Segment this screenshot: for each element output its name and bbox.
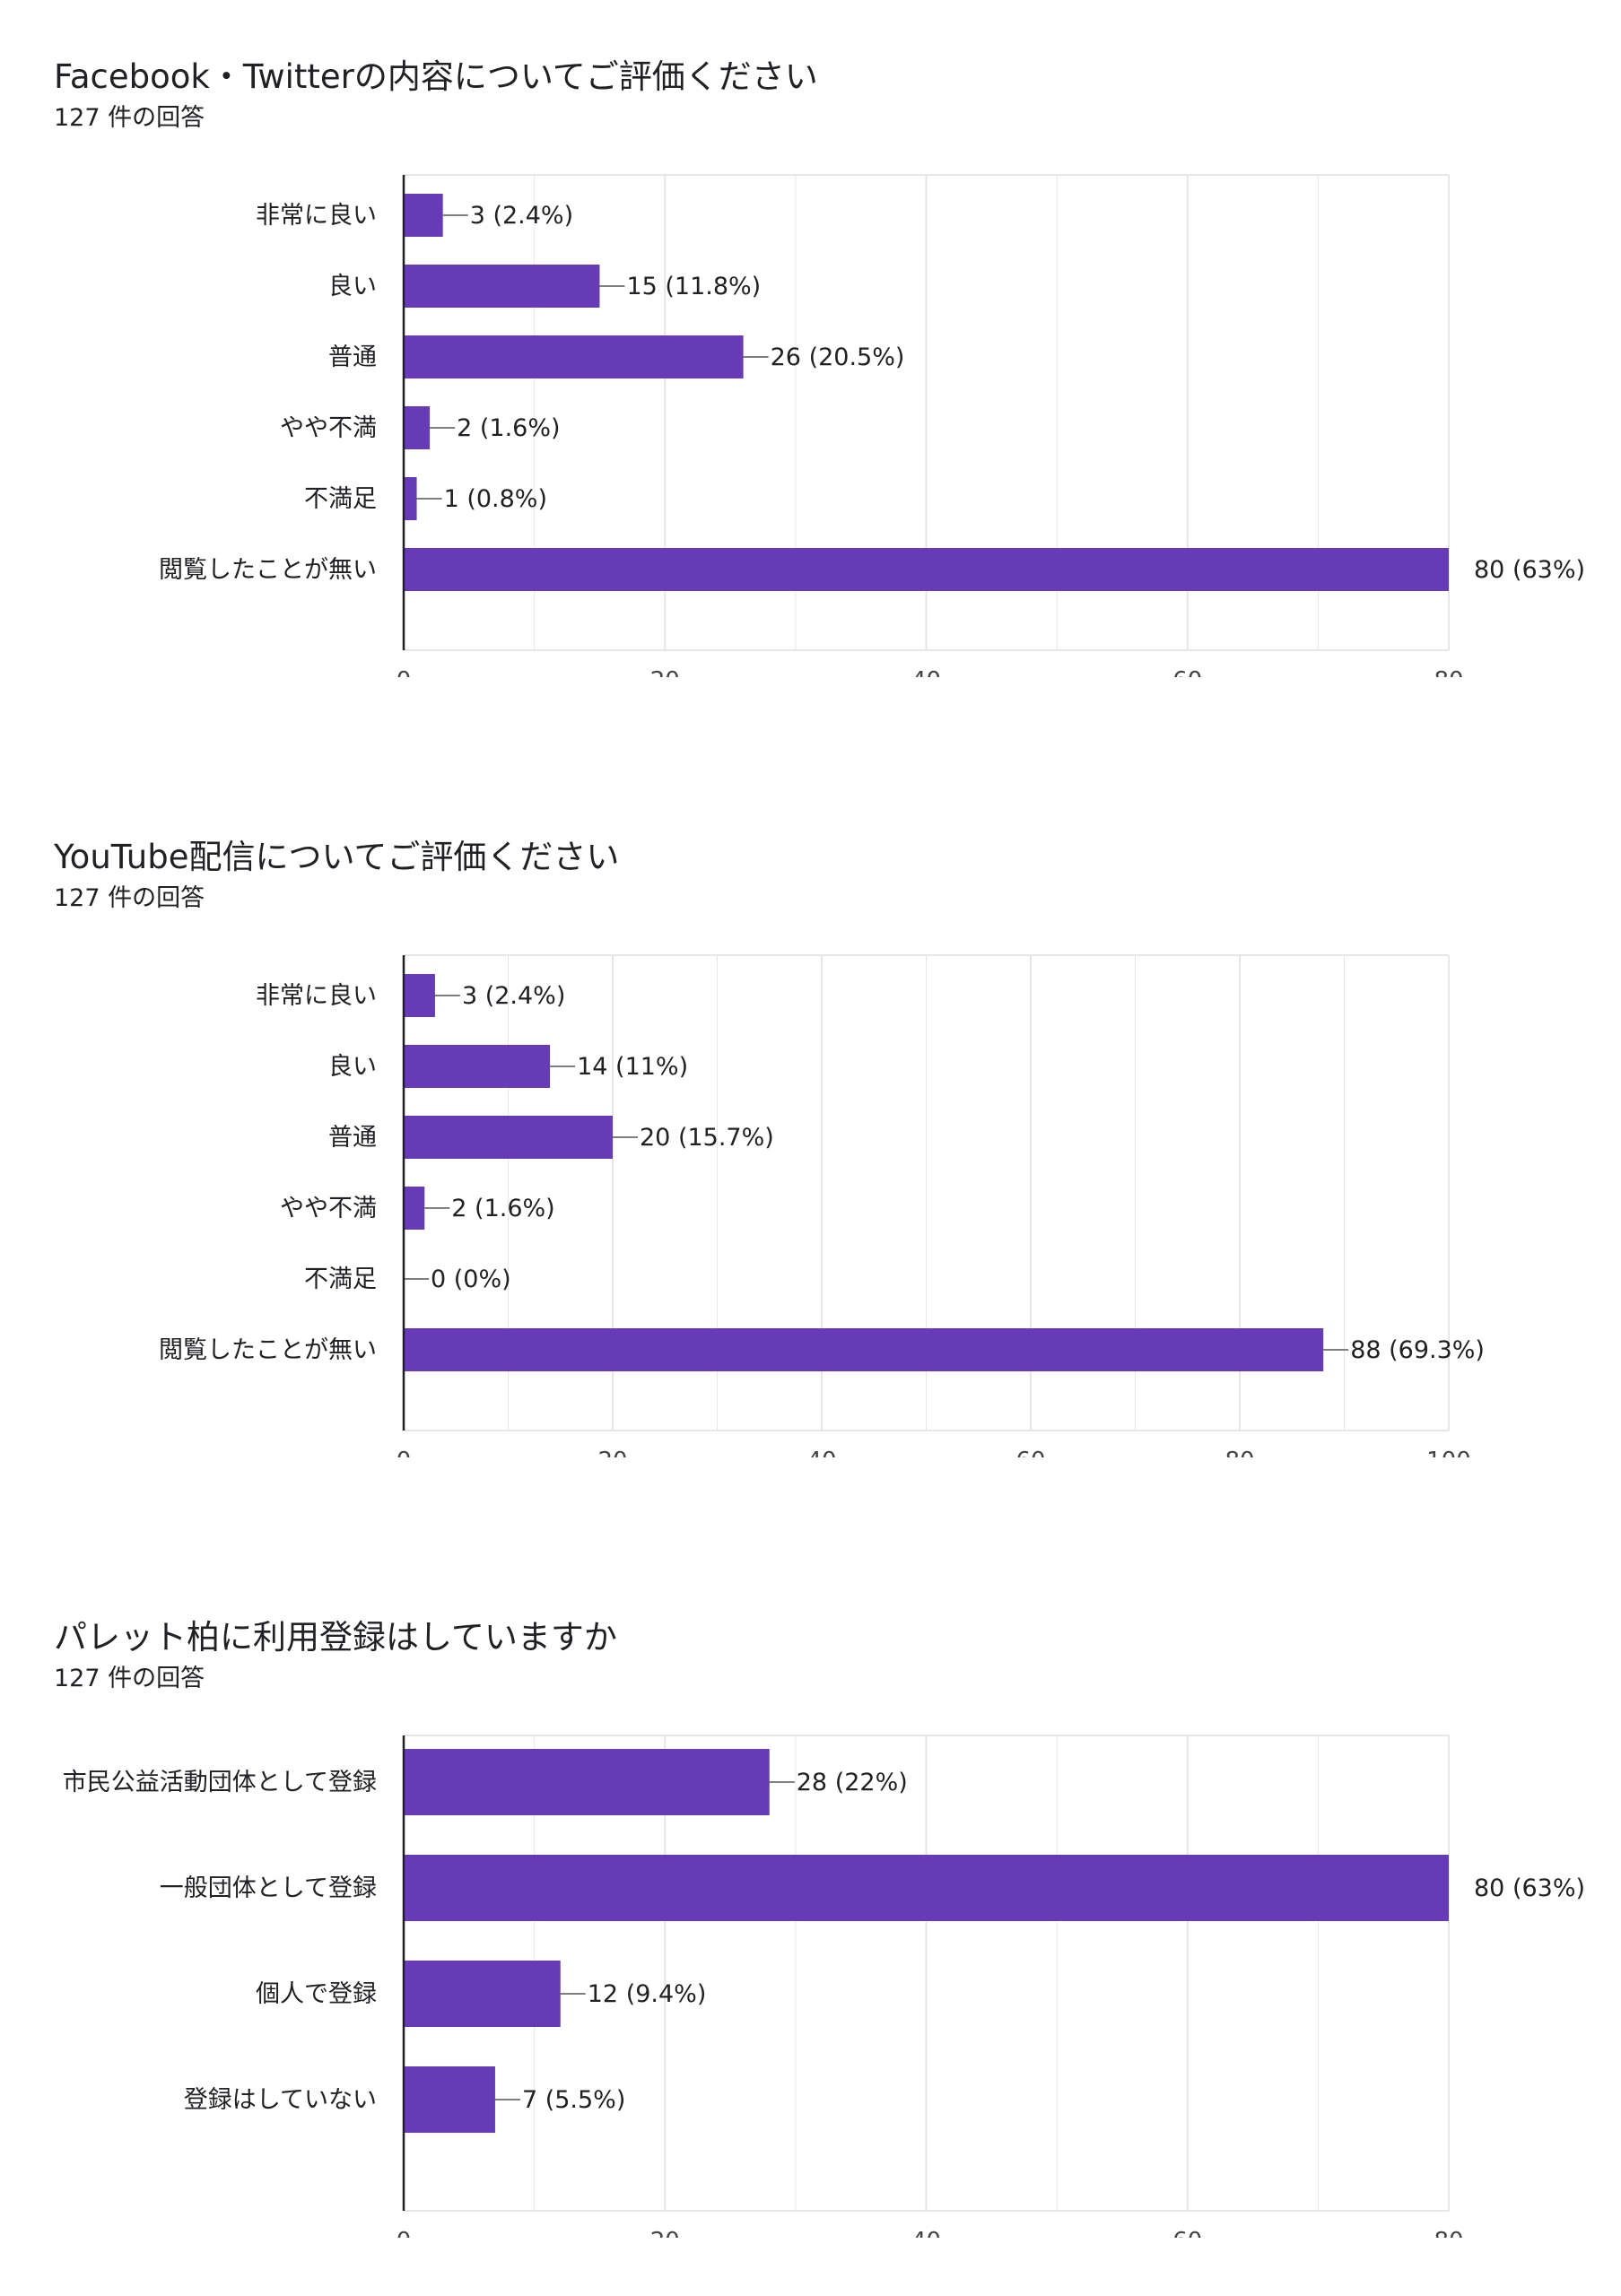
data-label: 3 (2.4%) — [470, 202, 573, 230]
data-label: 20 (15.7%) — [640, 1124, 774, 1152]
bar — [404, 1045, 551, 1088]
category-label: 登録はしていない — [184, 2086, 377, 2114]
bar — [404, 335, 744, 378]
data-label: 12 (9.4%) — [588, 1980, 707, 2008]
category-label: 閲覧したことが無い — [159, 556, 377, 584]
data-label: 2 (1.6%) — [457, 414, 560, 442]
data-label: 0 (0%) — [431, 1265, 511, 1293]
bar-chart-youtube: 非常に良い 3 (2.4%) 良い 14 (11%) 普通 20 (15.7%) やや不満 2… — [159, 954, 1485, 1457]
data-label: 1 (0.8%) — [444, 485, 547, 513]
data-label: 15 (11.8%) — [626, 273, 761, 300]
x-tick-label: 100 — [1426, 1448, 1471, 1457]
bar — [404, 1855, 1449, 1921]
category-label: 良い — [328, 1053, 377, 1081]
category-label: 閲覧したことが無い — [159, 1336, 377, 1364]
bar — [404, 548, 1449, 591]
data-label: 88 (69.3%) — [1350, 1336, 1485, 1364]
x-tick-label: 40 — [911, 667, 941, 677]
bar — [404, 265, 600, 308]
bar-chart-facebook-twitter: 非常に良い 3 (2.4%) 良い 15 (11.8%) 普通 26 (20.5%) やや不… — [159, 174, 1585, 677]
response-count: 127 件の回答 — [54, 884, 205, 912]
bar — [404, 1187, 425, 1230]
x-tick-label: 0 — [397, 667, 412, 677]
x-tick-label: 60 — [1172, 2228, 1202, 2238]
bar — [404, 2066, 495, 2133]
category-label: 個人で登録 — [256, 1980, 377, 2008]
x-tick-label: 60 — [1172, 667, 1202, 677]
x-tick-label: 20 — [650, 667, 680, 677]
category-label: やや不満 — [280, 1195, 377, 1222]
category-label: 普通 — [328, 344, 377, 371]
bar — [404, 406, 431, 449]
x-tick-label: 20 — [597, 1448, 627, 1457]
data-label: 26 (20.5%) — [771, 344, 905, 371]
bar — [404, 1116, 613, 1159]
bar — [404, 1961, 561, 2027]
x-tick-label: 80 — [1224, 1448, 1254, 1457]
category-label: 一般団体として登録 — [160, 1874, 377, 1902]
category-label: 不満足 — [304, 1265, 377, 1293]
category-label: 良い — [328, 273, 377, 300]
response-count: 127 件の回答 — [54, 104, 205, 132]
data-label: 2 (1.6%) — [451, 1195, 554, 1222]
x-tick-label: 60 — [1015, 1448, 1045, 1457]
bar — [404, 194, 443, 237]
data-label: 3 (2.4%) — [462, 982, 565, 1010]
question-title: パレット柏に利用登録はしていますか — [54, 1618, 617, 1657]
bar — [404, 1328, 1324, 1371]
data-label: 14 (11%) — [577, 1053, 688, 1081]
response-count: 127 件の回答 — [54, 1665, 205, 1692]
bar — [404, 477, 417, 520]
x-tick-label: 40 — [911, 2228, 941, 2238]
x-tick-label: 0 — [397, 2228, 412, 2238]
data-label: 7 (5.5%) — [522, 2086, 625, 2114]
x-tick-label: 80 — [1434, 667, 1463, 677]
question-title: Facebook・Twitterの内容についてご評価ください — [54, 57, 818, 96]
x-tick-label: 20 — [650, 2228, 680, 2238]
category-label: 非常に良い — [256, 202, 377, 230]
category-label: 普通 — [328, 1124, 377, 1152]
x-tick-label: 80 — [1434, 2228, 1463, 2238]
data-label: 28 (22%) — [797, 1769, 908, 1796]
category-label: やや不満 — [280, 414, 377, 442]
category-label: 非常に良い — [256, 982, 377, 1010]
bar — [404, 974, 435, 1017]
x-tick-label: 40 — [806, 1448, 836, 1457]
question-title: YouTube配信についてご評価ください — [54, 838, 620, 876]
bar-chart-palette-registration: 市民公益活動団体として登録 28 (22%) 一般団体として登録 80 (63%) 個人… — [63, 1735, 1585, 2238]
category-label: 不満足 — [304, 485, 377, 513]
bar — [404, 1749, 770, 1815]
category-label: 市民公益活動団体として登録 — [63, 1769, 377, 1796]
data-label: 80 (63%) — [1474, 556, 1585, 584]
data-label: 80 (63%) — [1474, 1874, 1585, 1902]
x-tick-label: 0 — [397, 1448, 412, 1457]
